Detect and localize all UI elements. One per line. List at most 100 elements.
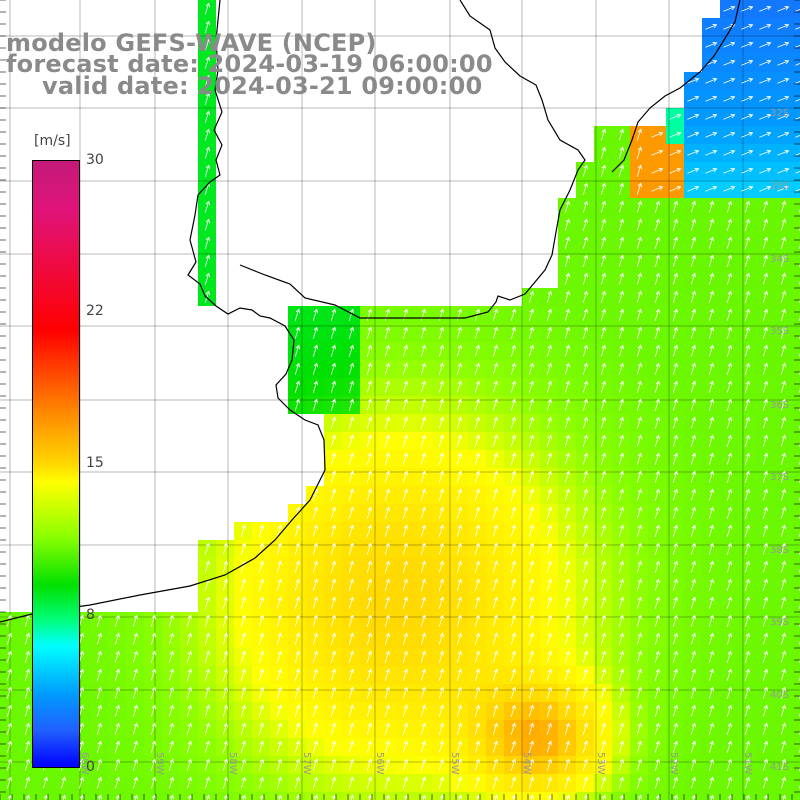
wind-arrow	[24, 704, 30, 717]
wind-arrow	[402, 704, 408, 717]
wind-arrow	[402, 380, 408, 393]
wind-speed-cell	[450, 792, 468, 800]
wind-arrow	[150, 668, 156, 681]
wind-arrow	[690, 632, 696, 645]
wind-arrow	[510, 452, 516, 465]
wind-arrow	[330, 344, 336, 357]
wind-arrow	[726, 308, 732, 321]
wind-speed-cell	[792, 432, 800, 450]
wind-arrow	[204, 740, 210, 753]
wind-arrow	[708, 740, 714, 753]
wind-arrow	[240, 578, 246, 591]
wind-speed-cell	[792, 18, 800, 36]
wind-speed-cell	[684, 792, 702, 800]
wind-arrow	[582, 740, 588, 753]
wind-arrow	[510, 362, 516, 375]
wind-arrow	[96, 722, 102, 735]
wind-arrow	[672, 452, 678, 465]
wind-arrow	[564, 344, 570, 357]
wind-arrow	[420, 776, 426, 789]
wind-arrow	[132, 632, 138, 645]
wind-arrow	[690, 326, 696, 339]
wind-arrow	[636, 434, 642, 447]
latitude-label: 38S	[770, 545, 789, 556]
wind-arrow	[726, 704, 732, 717]
wind-arrow	[708, 686, 714, 699]
wind-arrow	[6, 722, 12, 735]
wind-arrow	[564, 614, 570, 627]
wind-arrow	[474, 542, 480, 555]
wind-arrow	[528, 524, 534, 537]
wind-arrow	[780, 434, 786, 447]
wind-arrow	[744, 614, 750, 627]
wind-arrow	[727, 794, 732, 800]
wind-arrow	[690, 470, 696, 483]
wind-arrow	[330, 578, 336, 591]
wind-arrow	[726, 380, 732, 393]
wind-arrow	[564, 542, 570, 555]
wind-arrow	[510, 542, 516, 555]
wind-arrow	[744, 758, 750, 771]
wind-arrow	[618, 362, 624, 375]
wind-arrow	[276, 524, 282, 537]
wind-arrow	[546, 434, 552, 447]
wind-arrow	[276, 578, 282, 591]
wind-arrow	[690, 452, 696, 465]
wind-arrow	[708, 362, 714, 375]
wind-arrow	[564, 776, 570, 789]
wind-arrow	[456, 776, 462, 789]
wind-arrow	[492, 434, 498, 447]
wind-arrow	[474, 488, 480, 501]
wind-arrow	[654, 236, 660, 249]
wind-arrow	[744, 416, 750, 429]
wind-arrow	[492, 308, 498, 321]
wind-arrow	[402, 776, 408, 789]
wind-arrow	[474, 470, 480, 483]
wind-arrow	[690, 740, 696, 753]
wind-arrow	[636, 290, 642, 303]
wind-arrow	[276, 740, 282, 753]
wind-arrow	[654, 362, 660, 375]
brazil-coast	[611, 0, 741, 173]
wind-arrow	[474, 650, 480, 663]
wind-arrow	[330, 452, 336, 465]
colorbar-tick-15: 15	[86, 455, 104, 471]
wind-arrow	[744, 452, 750, 465]
wind-arrow	[708, 578, 714, 591]
wind-arrow	[348, 704, 354, 717]
wind-arrow	[741, 167, 754, 174]
wind-arrow	[366, 758, 372, 771]
wind-arrow	[762, 614, 768, 627]
wind-arrow	[708, 488, 714, 501]
wind-arrow	[546, 632, 552, 645]
wind-arrow	[744, 272, 750, 285]
wind-arrow	[636, 470, 642, 483]
wind-arrow	[744, 398, 750, 411]
wind-arrow	[456, 632, 462, 645]
wind-arrow	[222, 578, 228, 591]
wind-arrow	[777, 149, 790, 156]
wind-arrow	[762, 254, 768, 267]
wind-arrow	[708, 218, 714, 231]
wind-arrow	[312, 362, 318, 375]
wind-arrow	[618, 128, 624, 141]
wind-arrow	[258, 614, 264, 627]
wind-arrow	[636, 578, 642, 591]
wind-arrow	[654, 650, 660, 663]
wind-arrow	[474, 776, 480, 789]
wind-arrow	[672, 272, 678, 285]
wind-arrow	[564, 326, 570, 339]
wind-speed-cell	[792, 486, 800, 504]
wind-arrow	[619, 794, 624, 800]
wind-arrow	[654, 434, 660, 447]
wind-arrow	[600, 524, 606, 537]
wind-arrow	[600, 506, 606, 519]
wind-arrow	[705, 149, 718, 156]
wind-arrow	[654, 632, 660, 645]
wind-arrow	[474, 560, 480, 573]
wind-arrow	[636, 146, 642, 159]
wind-arrow	[312, 344, 318, 357]
wind-arrow	[687, 77, 700, 84]
wind-arrow	[367, 794, 372, 800]
wind-arrow	[312, 542, 318, 555]
